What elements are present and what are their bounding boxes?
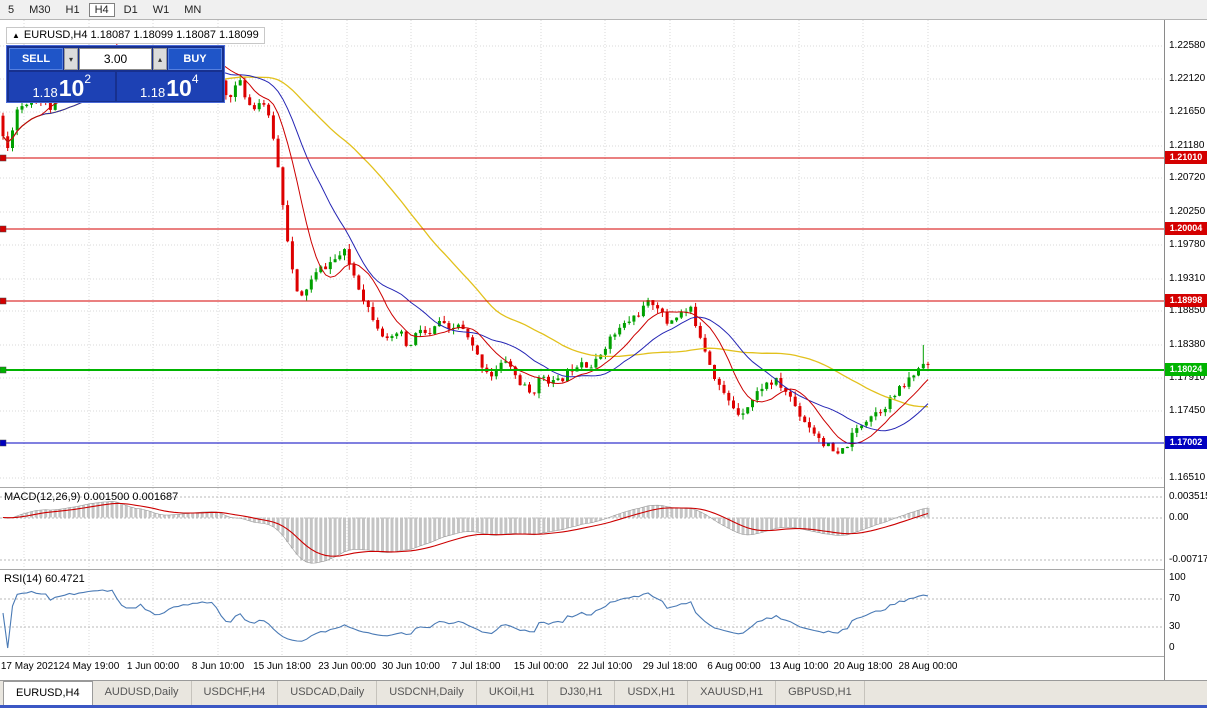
chart-tab-xauusd[interactable]: XAUUSD,H1 (688, 681, 777, 705)
price-axis-label: 1.16510 (1169, 472, 1206, 483)
price-axis-label: 1.22120 (1169, 72, 1206, 84)
price-level-badge: 1.21010 (1165, 151, 1207, 164)
timeframe-button-m30[interactable]: M30 (29, 3, 51, 16)
price-level-badge: 1.17002 (1165, 436, 1207, 449)
time-axis[interactable]: 17 May 2021 24 May 19:00 1 Jun 00:00 8 Jun … (0, 657, 1164, 680)
volume-down-icon[interactable]: ▾ (64, 48, 78, 70)
time-axis-label: 15 Jul 00:00 (513, 661, 569, 672)
timeframe-button-d1[interactable]: D1 (123, 3, 138, 16)
time-axis-label: 6 Aug 00:00 (707, 661, 761, 672)
chart-tab-eurusd[interactable]: EURUSD,H4 (3, 681, 93, 705)
ohlc-text: EURUSD,H4 1.18087 1.18099 1.18087 1.1809… (23, 29, 259, 41)
time-axis-label: 22 Jul 10:00 (577, 661, 633, 672)
chart-tab-audusd[interactable]: AUDUSD,Daily (93, 681, 192, 705)
chart-tab-usdx[interactable]: USDX,H1 (615, 681, 689, 705)
price-axis-label: 1.19780 (1169, 239, 1206, 251)
price-chart[interactable] (0, 20, 1164, 487)
timeframe-toolbar: 5 M30 H1 H4 D1 W1 MN (0, 0, 1207, 20)
timeframe-button-w1[interactable]: W1 (152, 3, 170, 16)
time-axis-label: 23 Jun 00:00 (318, 661, 376, 672)
sell-price[interactable]: 1.18 10 2 (9, 72, 115, 101)
price-axis-label: 1.18850 (1169, 305, 1206, 317)
rsi-axis-label: 0 (1169, 642, 1175, 653)
price-axis-label: 1.19310 (1169, 272, 1206, 284)
price-axis-label: 1.17450 (1169, 405, 1206, 417)
price-level-badge: 1.18024 (1165, 363, 1207, 376)
price-level-badge: 1.20004 (1165, 222, 1207, 235)
price-axis-label: 1.17910 (1169, 372, 1206, 384)
collapse-arrow-icon[interactable]: ▲ (12, 31, 20, 40)
chart-tab-usdcnh[interactable]: USDCNH,Daily (377, 681, 477, 705)
rsi-axis-label: 100 (1169, 572, 1186, 583)
panel-divider[interactable] (0, 569, 1207, 570)
macd-label: MACD(12,26,9) 0.001500 0.001687 (4, 491, 179, 503)
macd-panel[interactable] (0, 488, 1164, 569)
price-axis-label: 1.20720 (1169, 172, 1206, 184)
macd-axis-label: 0.003515 (1169, 490, 1207, 502)
rsi-axis-label: 70 (1169, 593, 1181, 604)
time-axis-label: 24 May 19:00 (58, 661, 120, 672)
timeframe-button-h4[interactable]: H4 (88, 2, 115, 17)
sell-price-big: 10 (58, 75, 85, 102)
rsi-axis-label: 30 (1169, 621, 1181, 632)
timeframe-button-5[interactable]: 5 (8, 3, 15, 16)
chart-ohlc-title: ▲ EURUSD,H4 1.18087 1.18099 1.18087 1.180… (6, 27, 265, 44)
rsi-panel[interactable] (0, 570, 1164, 656)
price-level-badge: 1.18998 (1165, 294, 1207, 307)
time-axis-label: 1 Jun 00:00 (126, 661, 180, 672)
sell-price-sup: 2 (84, 72, 92, 86)
window-bottom-border (0, 705, 1207, 708)
chart-tab-gbpusd[interactable]: GBPUSD,H1 (776, 681, 865, 705)
chart-tab-ukoil[interactable]: UKOil,H1 (477, 681, 548, 705)
time-axis-label: 8 Jun 10:00 (191, 661, 245, 672)
chart-tab-bar: EURUSD,H4 AUDUSD,Daily USDCHF,H4 USDCAD,Dai… (0, 680, 1207, 705)
timeframe-button-h1[interactable]: H1 (65, 3, 80, 16)
buy-price-big: 10 (166, 75, 192, 102)
sell-button[interactable]: SELL (9, 48, 63, 70)
chart-tab-usdchf[interactable]: USDCHF,H4 (192, 681, 279, 705)
volume-input[interactable] (79, 48, 152, 70)
time-axis-label: 29 Jul 18:00 (642, 661, 698, 672)
price-axis-label: 1.22580 (1169, 40, 1206, 51)
volume-up-icon[interactable]: ▴ (153, 48, 167, 70)
buy-price-sup: 4 (191, 72, 199, 86)
price-axis-label: 1.20250 (1169, 205, 1206, 217)
timeframe-button-mn[interactable]: MN (184, 3, 202, 16)
price-axis-label: 1.21180 (1169, 139, 1205, 151)
time-axis-label: 28 Aug 00:00 (898, 661, 958, 672)
sell-price-base: 1.18 (32, 84, 58, 100)
buy-price[interactable]: 1.18 10 4 (116, 72, 222, 102)
buy-button[interactable]: BUY (168, 48, 222, 70)
buy-price-base: 1.18 (139, 84, 166, 100)
one-click-trading-panel: SELL ▾ ▴ BUY 1.18 10 2 1.18 10 4 (6, 45, 225, 103)
price-axis-label: 1.21650 (1169, 106, 1206, 118)
chart-tab-dj30[interactable]: DJ30,H1 (548, 681, 616, 705)
chart-tab-usdcad[interactable]: USDCAD,Daily (278, 681, 378, 705)
time-axis-label: 30 Jun 10:00 (382, 661, 440, 672)
rsi-label: RSI(14) 60.4721 (4, 573, 85, 585)
time-axis-label: 7 Jul 18:00 (451, 661, 501, 672)
time-axis-label: 17 May 2021 (0, 661, 59, 672)
macd-axis-label: 0.00 (1169, 511, 1189, 523)
chart-area: 17 May 2021 24 May 19:00 1 Jun 00:00 8 Jun … (0, 20, 1207, 680)
time-axis-label: 20 Aug 18:00 (833, 661, 893, 672)
price-axis[interactable]: 1.22580 1.22120 1.21650 1.21180 1.20720 1.202… (1164, 20, 1207, 680)
panel-divider[interactable] (0, 487, 1207, 488)
macd-axis-label: -0.007175 (1169, 554, 1207, 566)
time-axis-label: 15 Jun 18:00 (253, 661, 311, 672)
time-axis-label: 13 Aug 10:00 (769, 661, 829, 672)
panel-divider (0, 656, 1207, 657)
price-axis-label: 1.18380 (1169, 338, 1206, 350)
